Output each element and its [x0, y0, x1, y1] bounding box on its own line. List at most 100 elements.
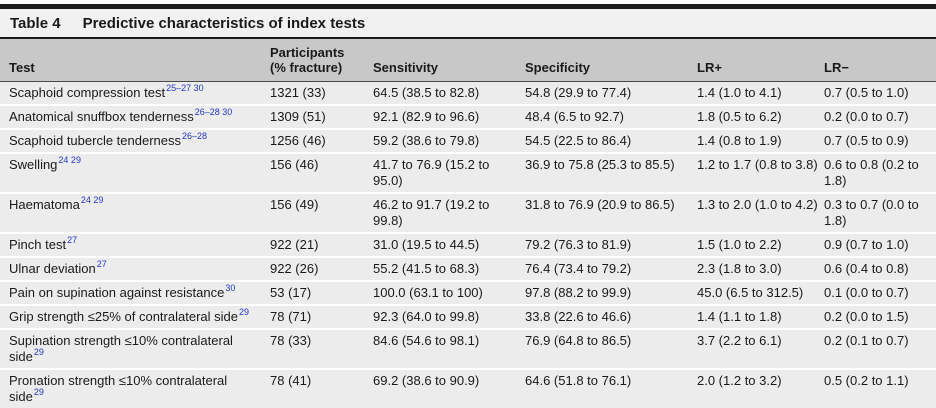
cell-participants: 1321 (33)	[270, 81, 373, 106]
reference-superscript-link[interactable]: 25–27 30	[166, 82, 204, 93]
cell-sensitivity: 69.2 (38.6 to 90.9)	[373, 369, 525, 408]
cell-lr-minus: 0.6 (0.4 to 0.8)	[824, 257, 936, 282]
test-name-text: Anatomical snuffbox tenderness	[9, 109, 194, 124]
cell-sensitivity: 31.0 (19.5 to 44.5)	[373, 233, 525, 258]
cell-specificity: 76.9 (64.8 to 86.5)	[525, 329, 697, 370]
table-caption-title: Predictive characteristics of index test…	[82, 15, 366, 32]
table-row: Scaphoid compression test25–27 30 1321 (…	[0, 81, 936, 106]
test-name-text: Pinch test	[9, 237, 67, 252]
cell-lr-plus: 1.2 to 1.7 (0.8 to 3.8)	[697, 153, 824, 194]
cell-test-name: Pronation strength ≤10% contralateral si…	[0, 369, 270, 408]
cell-test-name: Pinch test27	[0, 233, 270, 258]
cell-lr-minus: 0.6 to 0.8 (0.2 to 1.8)	[824, 153, 936, 194]
cell-test-name: Scaphoid compression test25–27 30	[0, 81, 270, 106]
cell-test-name: Haematoma24 29	[0, 193, 270, 234]
reference-superscript-link[interactable]: 29	[238, 306, 249, 317]
table-row: Pinch test27 922 (21) 31.0 (19.5 to 44.5…	[0, 233, 936, 258]
column-header-test: Test	[0, 39, 270, 82]
cell-lr-minus: 0.3 to 0.7 (0.0 to 1.8)	[824, 193, 936, 234]
predictive-characteristics-table: Test Participants (% fracture) Sensitivi…	[0, 39, 936, 408]
test-name-text: Scaphoid compression test	[9, 85, 166, 100]
column-header-specificity: Specificity	[525, 39, 697, 82]
cell-test-name: Swelling24 29	[0, 153, 270, 194]
cell-specificity: 79.2 (76.3 to 81.9)	[525, 233, 697, 258]
cell-lr-minus: 0.1 (0.0 to 0.7)	[824, 281, 936, 306]
test-name-text: Supination strength ≤10% contralateral s…	[9, 333, 233, 364]
reference-superscript-link[interactable]: 29	[33, 346, 44, 357]
cell-lr-minus: 0.2 (0.0 to 0.7)	[824, 105, 936, 130]
cell-lr-minus: 0.5 (0.2 to 1.1)	[824, 369, 936, 408]
table-row: Pain on supination against resistance30 …	[0, 281, 936, 306]
table-row: Ulnar deviation27 922 (26) 55.2 (41.5 to…	[0, 257, 936, 282]
table-body: Scaphoid compression test25–27 30 1321 (…	[0, 81, 936, 408]
cell-test-name: Supination strength ≤10% contralateral s…	[0, 329, 270, 370]
cell-lr-plus: 1.8 (0.5 to 6.2)	[697, 105, 824, 130]
table-row: Pronation strength ≤10% contralateral si…	[0, 369, 936, 408]
cell-participants: 922 (26)	[270, 257, 373, 282]
cell-sensitivity: 92.1 (82.9 to 96.6)	[373, 105, 525, 130]
cell-lr-plus: 1.4 (1.1 to 1.8)	[697, 305, 824, 330]
cell-specificity: 76.4 (73.4 to 79.2)	[525, 257, 697, 282]
cell-lr-plus: 45.0 (6.5 to 312.5)	[697, 281, 824, 306]
cell-participants: 78 (41)	[270, 369, 373, 408]
test-name-text: Pronation strength ≤10% contralateral si…	[9, 373, 228, 404]
reference-superscript-link[interactable]: 27	[67, 234, 78, 245]
table-caption-label: Table 4	[10, 15, 61, 32]
cell-participants: 78 (71)	[270, 305, 373, 330]
reference-superscript-link[interactable]: 24 29	[58, 154, 81, 165]
cell-sensitivity: 46.2 to 91.7 (19.2 to 99.8)	[373, 193, 525, 234]
cell-specificity: 97.8 (88.2 to 99.9)	[525, 281, 697, 306]
cell-lr-plus: 1.3 to 2.0 (1.0 to 4.2)	[697, 193, 824, 234]
cell-sensitivity: 100.0 (63.1 to 100)	[373, 281, 525, 306]
cell-lr-minus: 0.7 (0.5 to 1.0)	[824, 81, 936, 106]
table-row: Haematoma24 29 156 (49) 46.2 to 91.7 (19…	[0, 193, 936, 234]
cell-lr-plus: 2.0 (1.2 to 3.2)	[697, 369, 824, 408]
cell-specificity: 31.8 to 76.9 (20.9 to 86.5)	[525, 193, 697, 234]
cell-lr-minus: 0.7 (0.5 to 0.9)	[824, 129, 936, 154]
test-name-text: Pain on supination against resistance	[9, 285, 225, 300]
cell-lr-plus: 3.7 (2.2 to 6.1)	[697, 329, 824, 370]
column-header-lr-plus: LR+	[697, 39, 824, 82]
cell-sensitivity: 84.6 (54.6 to 98.1)	[373, 329, 525, 370]
cell-specificity: 36.9 to 75.8 (25.3 to 85.5)	[525, 153, 697, 194]
reference-superscript-link[interactable]: 29	[33, 386, 44, 397]
reference-superscript-link[interactable]: 30	[225, 282, 236, 293]
table-row: Grip strength ≤25% of contralateral side…	[0, 305, 936, 330]
cell-specificity: 54.5 (22.5 to 86.4)	[525, 129, 697, 154]
reference-superscript-link[interactable]: 24 29	[80, 194, 104, 205]
test-name-text: Haematoma	[9, 197, 80, 212]
cell-lr-minus: 0.2 (0.1 to 0.7)	[824, 329, 936, 370]
cell-lr-plus: 2.3 (1.8 to 3.0)	[697, 257, 824, 282]
table-row: Swelling24 29 156 (46) 41.7 to 76.9 (15.…	[0, 153, 936, 194]
cell-specificity: 33.8 (22.6 to 46.6)	[525, 305, 697, 330]
table-top-rule	[0, 4, 936, 9]
cell-lr-minus: 0.2 (0.0 to 1.5)	[824, 305, 936, 330]
cell-participants: 53 (17)	[270, 281, 373, 306]
caption-divider-rule	[0, 37, 936, 39]
column-header-participants: Participants (% fracture)	[270, 39, 373, 82]
test-name-text: Ulnar deviation	[9, 261, 96, 276]
cell-sensitivity: 64.5 (38.5 to 82.8)	[373, 81, 525, 106]
cell-participants: 1309 (51)	[270, 105, 373, 130]
cell-specificity: 48.4 (6.5 to 92.7)	[525, 105, 697, 130]
reference-superscript-link[interactable]: 27	[96, 258, 107, 269]
reference-superscript-link[interactable]: 26–28	[182, 130, 208, 141]
cell-test-name: Grip strength ≤25% of contralateral side…	[0, 305, 270, 330]
test-name-text: Swelling	[9, 157, 58, 172]
cell-sensitivity: 92.3 (64.0 to 99.8)	[373, 305, 525, 330]
cell-participants: 1256 (46)	[270, 129, 373, 154]
table-row: Anatomical snuffbox tenderness26–28 30 1…	[0, 105, 936, 130]
cell-test-name: Ulnar deviation27	[0, 257, 270, 282]
cell-participants: 922 (21)	[270, 233, 373, 258]
cell-lr-plus: 1.5 (1.0 to 2.2)	[697, 233, 824, 258]
test-name-text: Grip strength ≤25% of contralateral side	[9, 309, 238, 324]
cell-test-name: Pain on supination against resistance30	[0, 281, 270, 306]
table-row: Scaphoid tubercle tenderness26–28 1256 (…	[0, 129, 936, 154]
cell-specificity: 54.8 (29.9 to 77.4)	[525, 81, 697, 106]
cell-test-name: Scaphoid tubercle tenderness26–28	[0, 129, 270, 154]
cell-sensitivity: 59.2 (38.6 to 79.8)	[373, 129, 525, 154]
cell-participants: 78 (33)	[270, 329, 373, 370]
column-header-lr-minus: LR−	[824, 39, 936, 82]
reference-superscript-link[interactable]: 26–28 30	[194, 106, 233, 117]
